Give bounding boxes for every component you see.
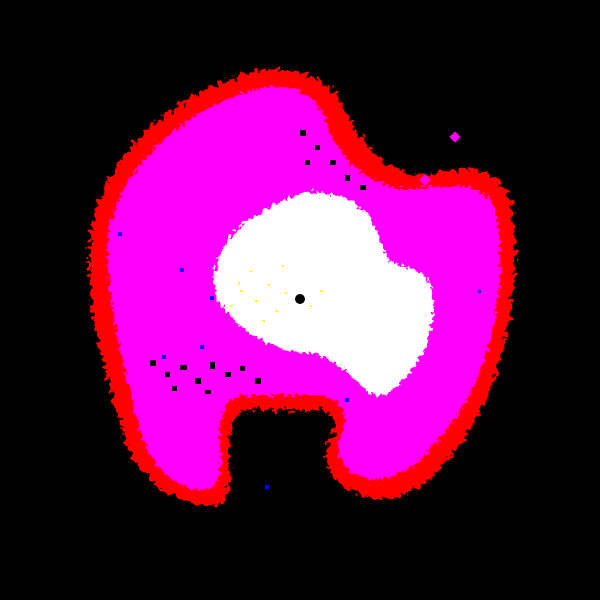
sparse-speckle-group — [118, 232, 481, 489]
diamond-marker-2 — [419, 174, 431, 186]
inner-speckle-group — [230, 265, 323, 322]
diamond-marker-1 — [449, 131, 461, 143]
core-echo — [214, 192, 434, 396]
radar-center-marker — [295, 294, 305, 304]
clutter-speckle-group — [150, 130, 366, 394]
